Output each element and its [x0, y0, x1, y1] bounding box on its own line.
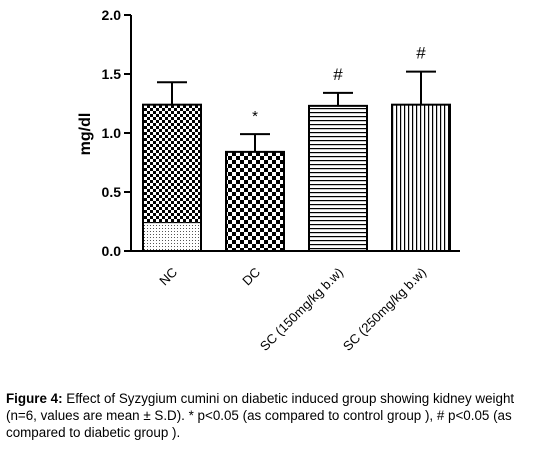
x-tick-label: NC: [156, 265, 180, 289]
y-tick-label: 0.0: [102, 243, 122, 259]
significance-marker: *: [252, 108, 258, 125]
y-tick-label: 2.0: [102, 7, 122, 23]
caption-text: Effect of Syzygium cumini on diabetic in…: [6, 391, 515, 440]
x-tick-label: SC (150mg/kg b.w): [257, 265, 346, 354]
figure-caption: Figure 4: Effect of Syzygium cumini on d…: [6, 390, 536, 441]
y-tick-label: 1.0: [102, 125, 122, 141]
bar: [308, 104, 368, 252]
y-axis-title: mg/dl: [77, 113, 94, 156]
x-tick-label: SC (250mg/kg b.w): [340, 265, 429, 354]
x-tick-label: DC: [239, 265, 263, 289]
y-tick-label: 1.5: [102, 66, 122, 82]
significance-marker: #: [416, 44, 426, 63]
bar-base-segment: [144, 222, 200, 250]
bar: [391, 103, 451, 253]
bar: [225, 150, 285, 253]
significance-marker: #: [333, 65, 343, 84]
y-tick-label: 0.5: [102, 184, 122, 200]
caption-label: Figure 4:: [6, 391, 63, 406]
